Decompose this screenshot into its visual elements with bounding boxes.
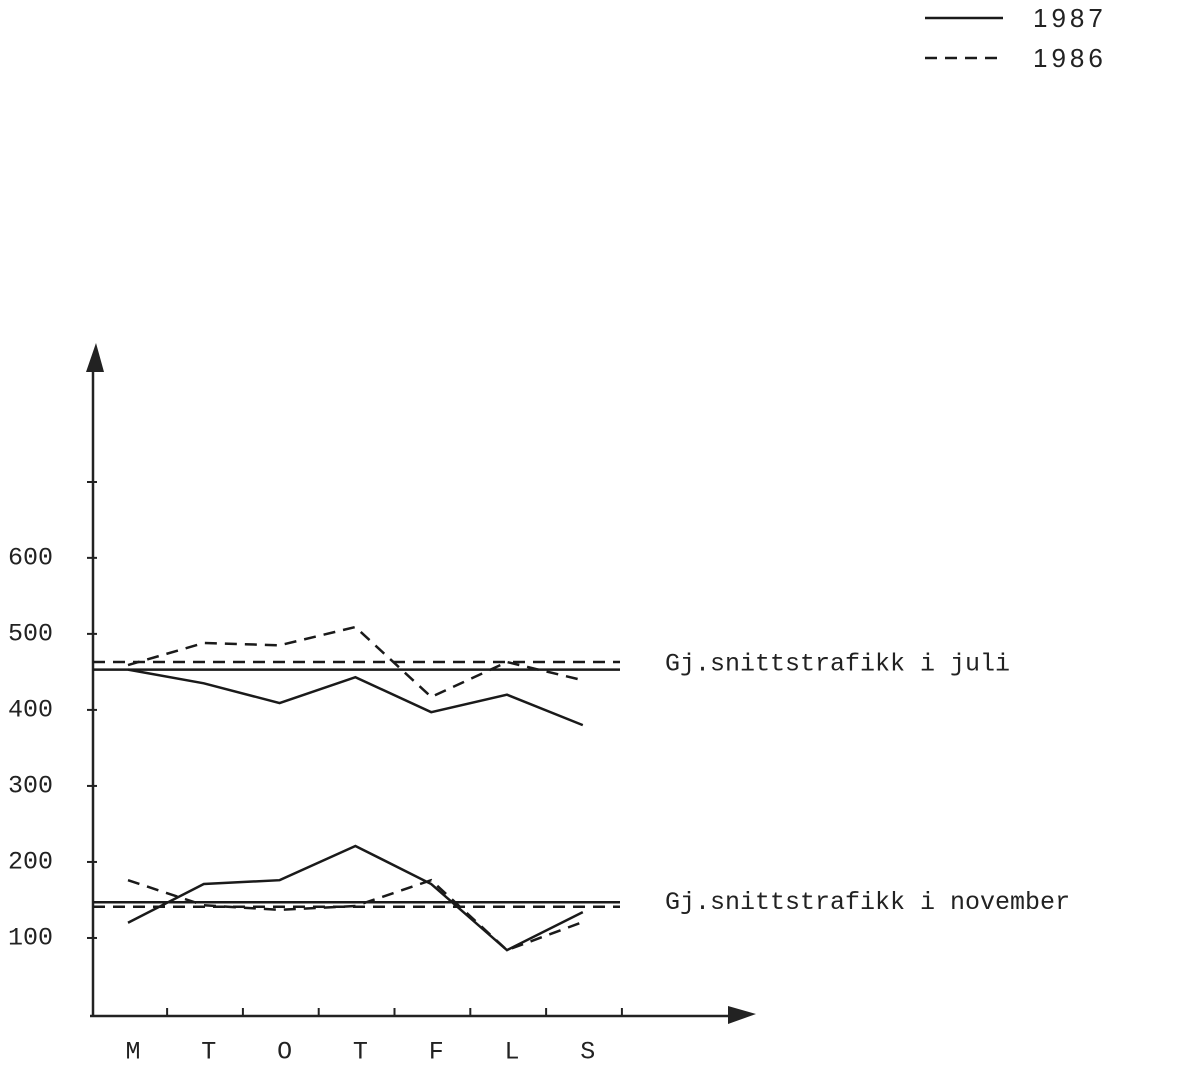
x-tick-label: M	[125, 1038, 140, 1067]
x-tick-label: S	[580, 1038, 595, 1067]
y-tick-label: 100	[8, 924, 53, 953]
legend-label: 1986	[1033, 43, 1107, 73]
x-tick-label: T	[201, 1038, 216, 1067]
data-line	[127, 878, 584, 952]
x-tick-label: O	[277, 1038, 292, 1067]
y-axis-arrow	[86, 343, 104, 372]
legend-label: 1987	[1033, 3, 1107, 33]
y-tick-label: 600	[8, 543, 53, 572]
y-tick-label: 300	[8, 772, 53, 801]
x-axis-arrow	[728, 1006, 756, 1024]
x-tick-label: T	[353, 1038, 368, 1067]
y-tick-label: 400	[8, 696, 53, 725]
average-label: Gj.snittstrafikk i juli	[665, 649, 1010, 678]
y-tick-label: 200	[8, 848, 53, 877]
data-line	[127, 668, 584, 727]
x-tick-label: F	[429, 1038, 444, 1067]
y-tick-label: 500	[8, 619, 53, 648]
x-tick-label: L	[504, 1038, 519, 1067]
data-line	[127, 844, 584, 952]
average-label: Gj.snittstrafikk i november	[665, 888, 1070, 917]
